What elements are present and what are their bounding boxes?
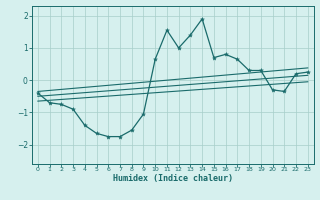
X-axis label: Humidex (Indice chaleur): Humidex (Indice chaleur) (113, 174, 233, 183)
